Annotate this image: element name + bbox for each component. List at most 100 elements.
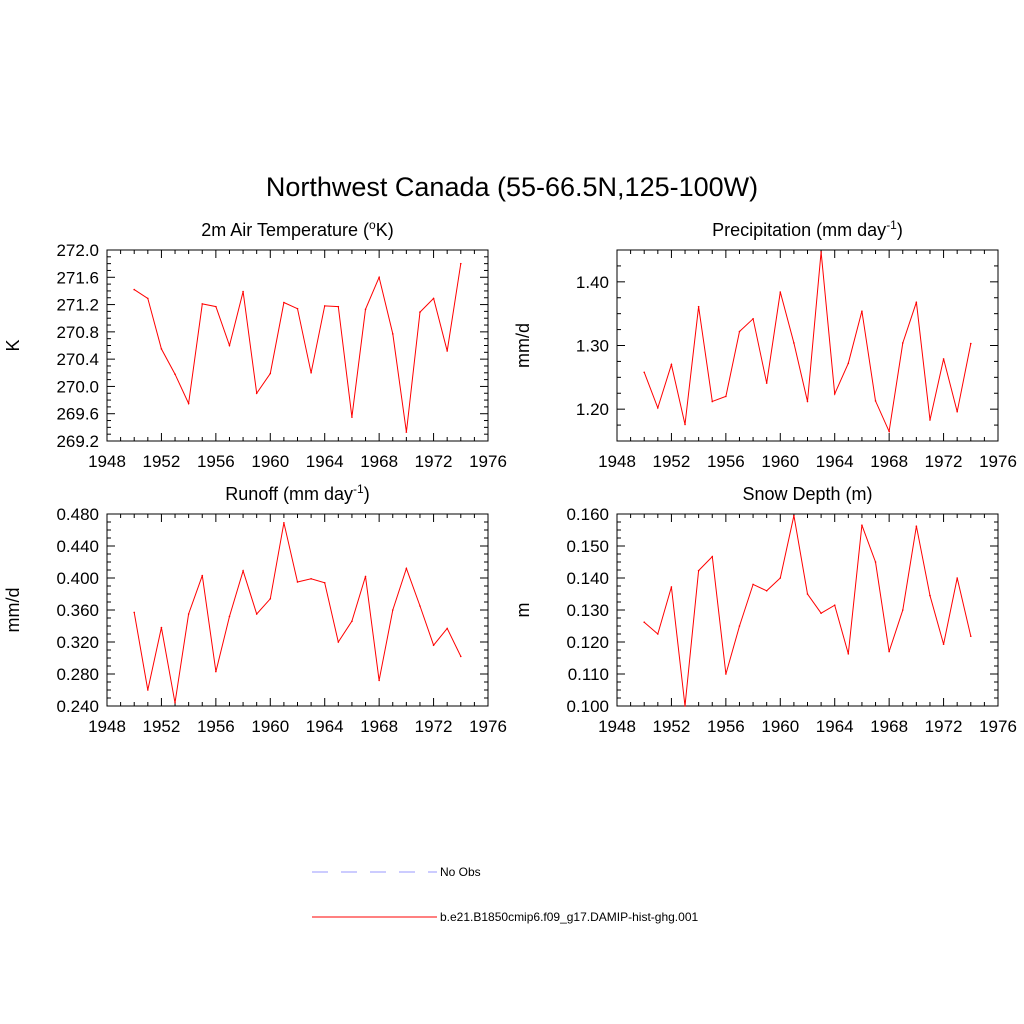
data-point xyxy=(820,251,822,253)
data-point xyxy=(765,590,768,592)
data-point xyxy=(711,555,714,558)
x-tick-label: 1968 xyxy=(870,717,908,736)
data-point xyxy=(684,705,686,707)
x-tick-label: 1960 xyxy=(251,452,289,471)
data-point xyxy=(779,291,782,293)
x-tick-label: 1948 xyxy=(598,717,636,736)
x-tick-label: 1948 xyxy=(88,452,126,471)
y-tick-label: 0.130 xyxy=(566,601,609,620)
x-tick-label: 1972 xyxy=(925,452,963,471)
y-tick-label: 0.150 xyxy=(566,537,609,556)
x-tick-label: 1964 xyxy=(816,717,854,736)
y-tick-label: 0.400 xyxy=(56,569,99,588)
data-point xyxy=(269,598,272,600)
y-tick-label: 1.30 xyxy=(576,337,609,356)
data-point xyxy=(323,305,326,307)
data-point xyxy=(956,410,958,413)
data-point xyxy=(364,575,367,578)
data-point xyxy=(861,310,863,312)
data-point xyxy=(657,407,659,409)
panel-title: Precipitation (mm day-1) xyxy=(712,218,903,240)
data-point xyxy=(296,307,299,310)
x-tick-label: 1972 xyxy=(415,717,453,736)
data-point xyxy=(201,303,204,305)
data-point xyxy=(779,577,782,579)
y-tick-label: 0.160 xyxy=(566,505,609,524)
panel-title: Runoff (mm day-1) xyxy=(225,482,369,504)
data-point xyxy=(133,611,136,614)
data-point xyxy=(174,373,176,375)
data-point xyxy=(684,423,686,426)
y-tick-label: 0.110 xyxy=(568,665,609,684)
data-point xyxy=(901,609,904,611)
data-point xyxy=(738,330,741,333)
data-point xyxy=(643,371,646,374)
x-tick-label: 1976 xyxy=(979,717,1017,736)
x-tick-label: 1964 xyxy=(816,452,854,471)
data-point xyxy=(697,569,700,572)
data-point xyxy=(446,350,448,352)
x-tick-label: 1956 xyxy=(197,717,235,736)
data-point xyxy=(391,609,394,611)
series-line xyxy=(133,263,462,433)
x-tick-label: 1952 xyxy=(653,452,691,471)
legend-item: No Obs xyxy=(312,865,481,879)
data-point xyxy=(351,620,353,622)
data-point xyxy=(255,392,258,395)
x-tick-label: 1956 xyxy=(707,717,745,736)
data-point xyxy=(337,305,340,308)
x-tick-label: 1972 xyxy=(925,717,963,736)
data-point xyxy=(738,625,741,627)
data-point xyxy=(833,604,836,606)
data-point xyxy=(929,594,931,597)
series-line xyxy=(133,522,462,703)
data-point xyxy=(378,276,380,279)
x-tick-label: 1960 xyxy=(251,717,289,736)
data-point xyxy=(323,582,326,584)
data-point xyxy=(242,290,244,293)
data-point xyxy=(942,358,945,360)
y-tick-label: 271.2 xyxy=(56,296,99,315)
x-tick-label: 1964 xyxy=(306,452,344,471)
data-point xyxy=(446,627,448,630)
legend: No Obs b.e21.B1850cmip6.f09_g17.DAMIP-his… xyxy=(312,865,698,924)
data-point xyxy=(670,363,673,366)
data-point xyxy=(901,342,904,344)
data-point xyxy=(215,305,217,308)
main-title: Northwest Canada (55-66.5N,125-100W) xyxy=(266,172,758,202)
y-tick-label: 272.0 xyxy=(56,241,99,260)
data-point xyxy=(391,333,394,335)
y-axis-label: mm/d xyxy=(3,588,23,633)
x-tick-label: 1964 xyxy=(306,717,344,736)
data-point xyxy=(969,635,972,638)
y-tick-label: 269.6 xyxy=(56,405,99,424)
x-tick-label: 1948 xyxy=(88,717,126,736)
data-point xyxy=(419,605,421,607)
x-tick-label: 1968 xyxy=(870,452,908,471)
y-tick-label: 0.100 xyxy=(566,697,609,716)
data-point xyxy=(147,297,149,300)
series-line xyxy=(643,515,972,707)
legend-label: b.e21.B1850cmip6.f09_g17.DAMIP-hist-ghg.… xyxy=(440,910,698,924)
y-axis-label: mm/d xyxy=(513,323,533,368)
data-point xyxy=(752,583,754,586)
data-point xyxy=(643,621,646,623)
data-point xyxy=(296,581,299,583)
y-tick-label: 0.480 xyxy=(56,505,99,524)
y-tick-label: 0.360 xyxy=(56,601,99,620)
x-tick-label: 1968 xyxy=(360,717,398,736)
y-tick-label: 0.240 xyxy=(56,697,99,716)
data-point xyxy=(147,689,149,691)
y-tick-label: 0.280 xyxy=(56,665,99,684)
series-line xyxy=(643,251,972,434)
chart-panel-3: Runoff (mm day-1) mm/d 1948 1952 1956 1960 196… xyxy=(3,482,507,736)
data-point xyxy=(174,702,176,704)
data-point xyxy=(915,525,918,527)
data-point xyxy=(351,416,353,418)
data-point xyxy=(432,297,435,300)
chart-panel-2: Precipitation (mm day-1) mm/d 1948 1952 1956… xyxy=(513,218,1017,471)
data-point xyxy=(378,679,380,682)
y-tick-label: 0.320 xyxy=(56,633,99,652)
data-point xyxy=(847,653,850,655)
